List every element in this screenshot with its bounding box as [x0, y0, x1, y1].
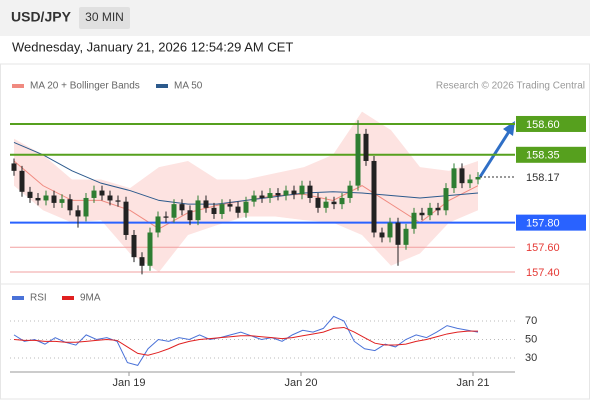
candle-body	[379, 232, 385, 238]
candle-body	[235, 206, 241, 213]
candle-body	[315, 197, 321, 208]
candle-body	[331, 201, 337, 205]
candle-body	[131, 234, 137, 258]
candle-body	[59, 199, 65, 203]
legend-swatch	[62, 296, 74, 300]
candle-body	[283, 190, 289, 196]
candle-body	[171, 204, 177, 218]
candle-body	[419, 212, 425, 216]
candle-body	[211, 207, 217, 214]
candle-body	[115, 200, 121, 202]
level-label: 157.80	[526, 218, 560, 230]
candle-body	[203, 200, 209, 208]
candle-body	[371, 160, 377, 233]
current-label: 158.17	[526, 172, 560, 184]
candle-body	[11, 163, 17, 171]
candle-body	[275, 193, 281, 196]
candle-body	[19, 170, 25, 192]
candle-body	[251, 195, 257, 202]
candle-body	[67, 199, 73, 211]
rsi-tick-label: 50	[525, 333, 537, 345]
candle-body	[91, 190, 97, 198]
rsi-line	[13, 315, 479, 366]
level-label: 157.40	[526, 267, 560, 279]
level-box	[516, 214, 586, 231]
x-tick-label: Jan 20	[284, 377, 317, 389]
candle-body	[395, 222, 401, 245]
level-box	[516, 146, 586, 163]
candle-body	[467, 179, 473, 184]
candle-body	[155, 216, 161, 233]
candle-body	[403, 228, 409, 245]
legend-label: 9MA	[80, 293, 101, 304]
candle-body	[123, 201, 129, 235]
level-label: 158.35	[526, 150, 560, 162]
legend-swatch	[156, 84, 168, 88]
candle-body	[323, 201, 329, 208]
candle-body	[83, 197, 89, 217]
level-label: 158.60	[526, 119, 560, 131]
rsi-tick-label: 70	[525, 315, 537, 327]
current-box	[516, 169, 586, 185]
candle-body	[35, 197, 41, 201]
rsi-tick-label: 30	[525, 352, 537, 364]
candle-body	[435, 207, 441, 211]
symbol: USD/JPY	[11, 9, 72, 25]
legend-label: MA 50	[174, 81, 203, 92]
candle-body	[387, 222, 393, 238]
legend-swatch	[12, 296, 24, 300]
candle-body	[43, 195, 49, 201]
candle-body	[355, 133, 361, 186]
candle-body	[307, 185, 313, 198]
candle-body	[147, 232, 153, 266]
legend-label: RSI	[30, 293, 47, 304]
datetime: Wednesday, January 21, 2026 12:54:29 AM …	[12, 39, 293, 54]
candle-body	[259, 195, 265, 198]
candle-body	[27, 191, 33, 198]
candle-body	[99, 190, 105, 196]
candle-body	[459, 168, 465, 184]
candle-body	[195, 200, 201, 221]
x-tick-label: Jan 19	[112, 377, 145, 389]
candle-body	[291, 190, 297, 195]
credit: Research © 2026 Trading Central	[436, 81, 585, 92]
x-tick-label: Jan 21	[456, 377, 489, 389]
level-label: 157.60	[526, 242, 560, 254]
legend-swatch	[12, 84, 24, 88]
candle-body	[179, 204, 185, 211]
level-box	[516, 115, 586, 132]
candle-body	[475, 177, 481, 180]
candle-body	[227, 204, 233, 207]
interval-badge	[79, 7, 130, 29]
candle-body	[299, 185, 305, 195]
candle-body	[347, 185, 353, 198]
candle-body	[411, 212, 417, 229]
candle-body	[243, 201, 249, 213]
candle-body	[267, 193, 273, 198]
candle-body	[107, 195, 113, 201]
candle-body	[427, 207, 433, 216]
candle-body	[139, 257, 145, 266]
candle-body	[219, 204, 225, 214]
candle-body	[363, 133, 369, 161]
candle-body	[163, 216, 169, 218]
candle-body	[451, 168, 457, 189]
interval: 30 MIN	[85, 10, 124, 24]
forecast-arrow	[478, 129, 512, 178]
bollinger-band	[14, 111, 478, 272]
candle-body	[187, 210, 193, 221]
rsi-ma-line	[13, 326, 478, 356]
candle-body	[339, 197, 345, 205]
candle-body	[443, 188, 449, 211]
candle-body	[51, 195, 57, 203]
candle-body	[75, 210, 81, 217]
legend-label: MA 20 + Bollinger Bands	[30, 81, 140, 92]
